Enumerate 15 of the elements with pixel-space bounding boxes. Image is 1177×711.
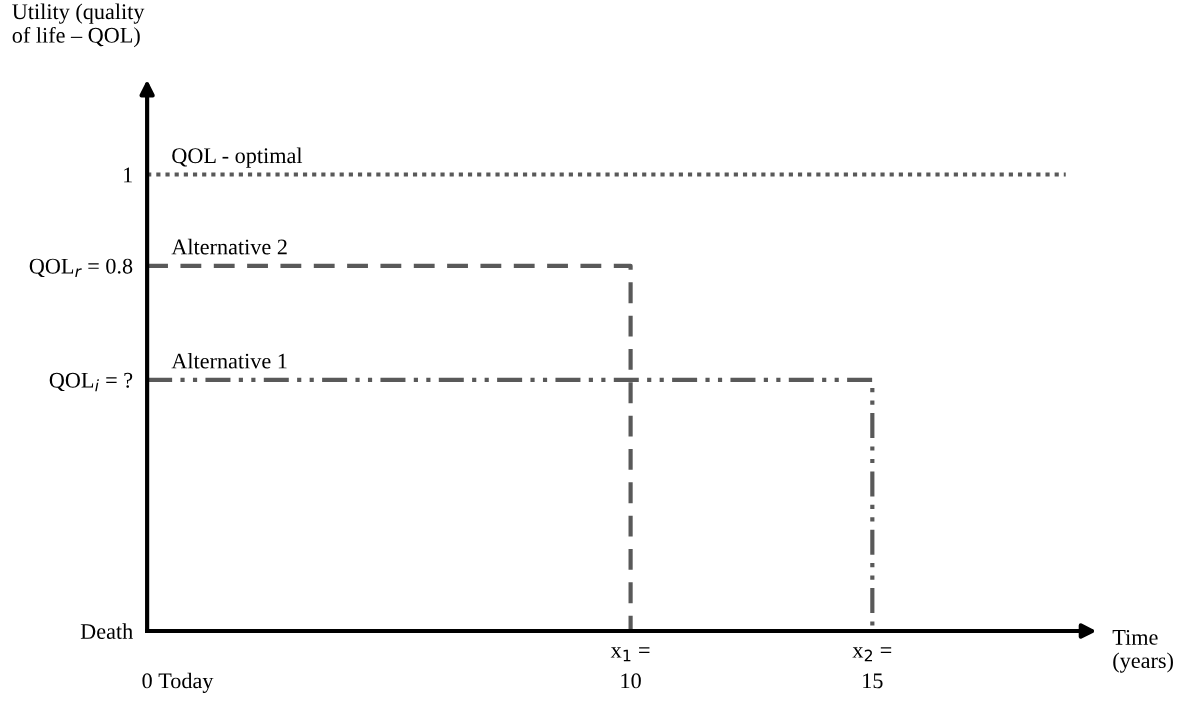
series-label: Alternative 1 bbox=[171, 352, 287, 369]
y-tick-label: Death bbox=[80, 623, 133, 639]
y-axis-title: Utility (quality of life – QOL) bbox=[12, 3, 145, 48]
x-axis-title: Time (years) bbox=[1112, 629, 1173, 673]
y-tick-label: QOL$_{r}$ = 0.8 bbox=[29, 258, 133, 278]
x-tick-label: 10 bbox=[621, 673, 641, 689]
y-tick-label: QOL$_{i}$ = ? bbox=[49, 372, 133, 392]
annotation: x$_{2}$ = bbox=[852, 647, 892, 662]
series-label: Alternative 2 bbox=[171, 238, 287, 255]
x-tick-label: 0 bbox=[142, 673, 152, 689]
series-label: QOL - optimal bbox=[172, 147, 303, 168]
y-tick-label: 1 bbox=[124, 167, 132, 183]
text: Today bbox=[158, 672, 214, 693]
annotation: x$_{1}$ = bbox=[610, 647, 650, 662]
x-tick-label: 15 bbox=[863, 673, 883, 689]
